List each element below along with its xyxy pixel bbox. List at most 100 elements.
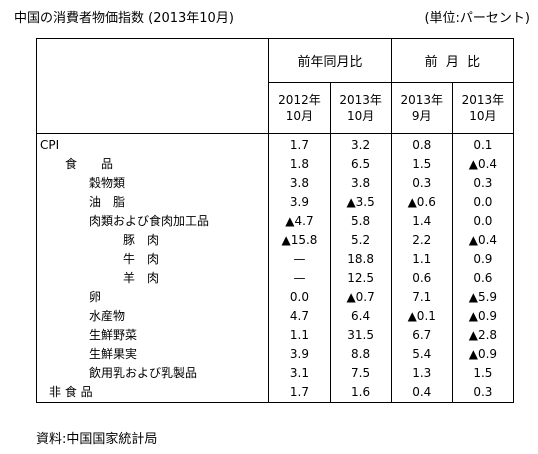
value-cell: 6.5 xyxy=(329,155,392,174)
value-cell: ▲0.7 xyxy=(329,288,392,307)
value-cell: ▲0.6 xyxy=(390,193,453,212)
row-label: 水産物 xyxy=(89,309,126,323)
value-cell: 1.1 xyxy=(268,326,331,345)
value-cell: 1.7 xyxy=(268,133,331,155)
value-cell: ▲5.9 xyxy=(451,288,514,307)
header-yoy-2013-10: 2013年 10月 xyxy=(329,82,392,134)
table-row: 油 脂 3.9 ▲3.5 ▲0.6 0.0 xyxy=(37,193,514,212)
header-month-text: 10月 xyxy=(469,109,497,123)
header-year-text: 2013年 xyxy=(461,93,505,107)
header-year-text: 2013年 xyxy=(400,93,444,107)
value-cell: ▲3.5 xyxy=(329,193,392,212)
value-cell: 0.9 xyxy=(451,250,514,269)
table-row: 生鮮野菜 1.1 31.5 6.7 ▲2.8 xyxy=(37,326,514,345)
row-label: 牛 肉 xyxy=(123,252,160,266)
value-cell: 0.6 xyxy=(451,269,514,288)
value-cell: ▲0.1 xyxy=(390,307,453,326)
table-row: 穀物類 3.8 3.8 0.3 0.3 xyxy=(37,174,514,193)
value-cell: 31.5 xyxy=(329,326,392,345)
table-row: 水産物 4.7 6.4 ▲0.1 ▲0.9 xyxy=(37,307,514,326)
table-row: 肉類および食肉加工品 ▲4.7 5.8 1.4 0.0 xyxy=(37,212,514,231)
header-yoy-2012-10: 2012年 10月 xyxy=(268,82,331,134)
value-cell: — xyxy=(268,269,331,288)
value-cell: 0.3 xyxy=(390,174,453,193)
row-label: 羊 肉 xyxy=(123,271,160,285)
value-cell: ▲0.9 xyxy=(451,345,514,364)
value-cell: 18.8 xyxy=(329,250,392,269)
row-label: 食 品 xyxy=(65,157,114,171)
row-label: 肉類および食肉加工品 xyxy=(89,214,210,228)
cpi-table: 前年同月比 前 月 比 2012年 10月 2013年 10月 2013年 9月… xyxy=(36,38,514,403)
value-cell: 12.5 xyxy=(329,269,392,288)
table-row: 羊 肉 —12.5 0.6 0.6 xyxy=(37,269,514,288)
row-label: 卵 xyxy=(89,290,102,304)
header-year-text: 2013年 xyxy=(339,93,382,107)
value-cell: 4.7 xyxy=(268,307,331,326)
table-row: CPI 1.7 3.2 0.8 0.1 xyxy=(37,133,514,155)
table-row: 牛 肉 —18.8 1.1 0.9 xyxy=(37,250,514,269)
source-note: 資料:中国国家統計局 xyxy=(36,432,158,447)
value-cell: 1.4 xyxy=(390,212,453,231)
row-label: 非 食 品 xyxy=(49,385,93,399)
value-cell: ▲4.7 xyxy=(268,212,331,231)
value-cell: 6.7 xyxy=(390,326,453,345)
value-cell: 0.0 xyxy=(451,193,514,212)
row-label: 生鮮野菜 xyxy=(89,328,138,342)
value-cell: 1.1 xyxy=(390,250,453,269)
value-cell: — xyxy=(268,250,331,269)
table-row: 生鮮果実 3.9 8.8 5.4 ▲0.9 xyxy=(37,345,514,364)
value-cell: 1.5 xyxy=(451,364,514,383)
header-month-text: 10月 xyxy=(285,109,314,123)
value-cell: ▲15.8 xyxy=(268,231,331,250)
value-cell: 5.2 xyxy=(329,231,392,250)
value-cell: 7.5 xyxy=(329,364,392,383)
row-label: 豚 肉 xyxy=(123,233,160,247)
value-cell: 1.5 xyxy=(390,155,453,174)
row-label: 穀物類 xyxy=(89,176,126,190)
header-month-text: 9月 xyxy=(411,109,432,123)
value-cell: 3.9 xyxy=(268,345,331,364)
value-cell: 0.3 xyxy=(451,174,514,193)
header-year-row: 2012年 10月 2013年 10月 2013年 9月 2013年 10月 xyxy=(37,82,514,134)
value-cell: 3.2 xyxy=(329,133,392,155)
value-cell: 7.1 xyxy=(390,288,453,307)
value-cell: 5.4 xyxy=(390,345,453,364)
table-row: 飲用乳および乳製品 3.1 7.5 1.3 1.5 xyxy=(37,364,514,383)
value-cell: 0.6 xyxy=(390,269,453,288)
table-row: 食 品 1.8 6.5 1.5 ▲0.4 xyxy=(37,155,514,174)
value-cell: ▲2.8 xyxy=(451,326,514,345)
page-title: 中国の消費者物価指数 (2013年10月) xyxy=(14,11,234,26)
value-cell: 3.9 xyxy=(268,193,331,212)
value-cell: 3.1 xyxy=(268,364,331,383)
row-label: CPI xyxy=(40,138,60,152)
header-yoy: 前年同月比 xyxy=(268,38,392,83)
table-row: 豚 肉 ▲15.8 5.2 2.2 ▲0.4 xyxy=(37,231,514,250)
row-label: 飲用乳および乳製品 xyxy=(89,366,198,380)
value-cell: 6.4 xyxy=(329,307,392,326)
value-cell: 1.8 xyxy=(268,155,331,174)
value-cell: 2.2 xyxy=(390,231,453,250)
value-cell: 0.3 xyxy=(451,383,514,403)
header-mom-2013-9: 2013年 9月 xyxy=(390,82,453,134)
row-label: 油 脂 xyxy=(89,195,126,209)
value-cell: 0.1 xyxy=(451,133,514,155)
row-label: 生鮮果実 xyxy=(89,347,138,361)
value-cell: 1.3 xyxy=(390,364,453,383)
header-mom: 前 月 比 xyxy=(390,38,514,83)
header-blank-cell xyxy=(36,38,269,134)
value-cell: 1.7 xyxy=(268,383,331,403)
value-cell: ▲0.9 xyxy=(451,307,514,326)
value-cell: 3.8 xyxy=(268,174,331,193)
value-cell: 8.8 xyxy=(329,345,392,364)
value-cell: 3.8 xyxy=(329,174,392,193)
table-row: 非 食 品 1.7 1.6 0.4 0.3 xyxy=(37,383,514,403)
header-group-row: 前年同月比 前 月 比 xyxy=(36,38,514,134)
value-cell: 0.0 xyxy=(268,288,331,307)
value-cell: 0.8 xyxy=(390,133,453,155)
header-month-text: 10月 xyxy=(346,109,375,123)
value-cell: ▲0.4 xyxy=(451,155,514,174)
table-row: 卵 0.0 ▲0.7 7.1 ▲5.9 xyxy=(37,288,514,307)
header-mom-2013-10: 2013年 10月 xyxy=(451,82,514,134)
value-cell: 0.4 xyxy=(390,383,453,403)
value-cell: 5.8 xyxy=(329,212,392,231)
